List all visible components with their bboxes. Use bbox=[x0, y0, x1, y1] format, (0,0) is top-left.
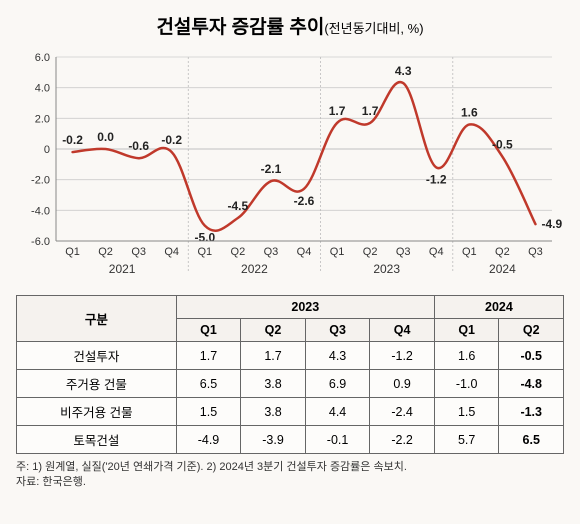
svg-text:Q4: Q4 bbox=[164, 246, 179, 258]
chart-title: 건설투자 증감률 추이(전년동기대비, %) bbox=[16, 12, 564, 39]
table-cell: -4.9 bbox=[176, 426, 241, 454]
table-header-quarter: Q2 bbox=[241, 319, 306, 342]
table-header-quarter: Q2 bbox=[499, 319, 564, 342]
svg-text:1.7: 1.7 bbox=[329, 104, 346, 118]
line-chart: -6.0 -4.0 -2.0 0 2.0 4.0 6.0 Q1 Q2 Q3 Q4 Q1 Q2 Q3 Q4 Q1… bbox=[16, 47, 564, 285]
table-header-category: 구분 bbox=[17, 296, 177, 342]
svg-text:-0.6: -0.6 bbox=[128, 139, 149, 153]
table-cell: 3.8 bbox=[241, 398, 306, 426]
svg-text:2022: 2022 bbox=[241, 262, 268, 276]
svg-text:Q2: Q2 bbox=[363, 246, 378, 258]
svg-text:4.0: 4.0 bbox=[35, 83, 50, 95]
chart-title-sub: (전년동기대비, %) bbox=[324, 21, 423, 36]
table-cell: 3.8 bbox=[241, 370, 306, 398]
table-cell: 4.3 bbox=[305, 342, 370, 370]
svg-text:2023: 2023 bbox=[373, 262, 400, 276]
svg-text:Q4: Q4 bbox=[297, 246, 312, 258]
chart-title-main: 건설투자 증감률 추이 bbox=[156, 17, 324, 38]
svg-text:Q2: Q2 bbox=[98, 246, 113, 258]
table-cell: -2.4 bbox=[370, 398, 435, 426]
svg-text:Q3: Q3 bbox=[396, 246, 411, 258]
svg-text:Q1: Q1 bbox=[462, 246, 477, 258]
table-cell: 1.6 bbox=[434, 342, 499, 370]
svg-text:Q3: Q3 bbox=[131, 246, 146, 258]
svg-text:2024: 2024 bbox=[489, 262, 516, 276]
table-cell: -1.2 bbox=[370, 342, 435, 370]
table-row: 토목건설-4.9-3.9-0.1-2.25.76.5 bbox=[17, 426, 564, 454]
table-header-quarter: Q4 bbox=[370, 319, 435, 342]
svg-text:0: 0 bbox=[44, 144, 50, 156]
table-row-label: 비주거용 건물 bbox=[17, 398, 177, 426]
svg-text:1.7: 1.7 bbox=[362, 104, 379, 118]
table-row: 비주거용 건물1.53.84.4-2.41.5-1.3 bbox=[17, 398, 564, 426]
table-cell: -1.0 bbox=[434, 370, 499, 398]
svg-text:-2.1: -2.1 bbox=[261, 162, 282, 176]
svg-text:Q3: Q3 bbox=[264, 246, 279, 258]
table-row: 건설투자1.71.74.3-1.21.6-0.5 bbox=[17, 342, 564, 370]
svg-text:-5.0: -5.0 bbox=[194, 231, 215, 245]
footnote-2: 자료: 한국은행. bbox=[16, 475, 564, 490]
svg-text:4.3: 4.3 bbox=[395, 64, 412, 78]
svg-text:Q2: Q2 bbox=[495, 246, 510, 258]
svg-text:Q1: Q1 bbox=[65, 246, 80, 258]
table-row-label: 건설투자 bbox=[17, 342, 177, 370]
table-cell: -2.2 bbox=[370, 426, 435, 454]
svg-text:Q4: Q4 bbox=[429, 246, 444, 258]
table-cell: 0.9 bbox=[370, 370, 435, 398]
svg-text:Q2: Q2 bbox=[231, 246, 246, 258]
table-cell: -0.5 bbox=[499, 342, 564, 370]
table-row-label: 토목건설 bbox=[17, 426, 177, 454]
table-cell: -4.8 bbox=[499, 370, 564, 398]
svg-text:1.6: 1.6 bbox=[461, 105, 478, 119]
table-cell: -3.9 bbox=[241, 426, 306, 454]
table-cell: 1.5 bbox=[434, 398, 499, 426]
svg-text:-6.0: -6.0 bbox=[31, 236, 50, 248]
table-header-year: 2024 bbox=[434, 296, 563, 319]
svg-text:6.0: 6.0 bbox=[35, 52, 50, 64]
table-cell: 1.7 bbox=[176, 342, 241, 370]
svg-text:2.0: 2.0 bbox=[35, 113, 50, 125]
table-header-quarter: Q3 bbox=[305, 319, 370, 342]
svg-text:-4.0: -4.0 bbox=[31, 205, 50, 217]
svg-text:-1.2: -1.2 bbox=[426, 172, 447, 186]
svg-text:Q1: Q1 bbox=[330, 246, 345, 258]
table-header-year: 2023 bbox=[176, 296, 434, 319]
footnotes: 주: 1) 원계열, 실질('20년 연쇄가격 기준). 2) 2024년 3분… bbox=[16, 460, 564, 491]
table-cell: -1.3 bbox=[499, 398, 564, 426]
svg-text:Q1: Q1 bbox=[197, 246, 212, 258]
svg-text:-2.0: -2.0 bbox=[31, 175, 50, 187]
data-table: 구분20232024Q1Q2Q3Q4Q1Q2건설투자1.71.74.3-1.21… bbox=[16, 295, 564, 454]
table-cell: 6.5 bbox=[176, 370, 241, 398]
table-header-quarter: Q1 bbox=[176, 319, 241, 342]
svg-text:-0.2: -0.2 bbox=[62, 133, 83, 147]
table-header-quarter: Q1 bbox=[434, 319, 499, 342]
table-cell: 6.9 bbox=[305, 370, 370, 398]
svg-text:-2.6: -2.6 bbox=[294, 194, 315, 208]
table-cell: 6.5 bbox=[499, 426, 564, 454]
svg-text:-4.9: -4.9 bbox=[541, 217, 562, 231]
svg-text:0.0: 0.0 bbox=[97, 130, 114, 144]
svg-text:2021: 2021 bbox=[109, 262, 136, 276]
table-cell: -0.1 bbox=[305, 426, 370, 454]
svg-text:Q3: Q3 bbox=[528, 246, 543, 258]
svg-text:-0.2: -0.2 bbox=[161, 133, 182, 147]
table-cell: 1.5 bbox=[176, 398, 241, 426]
footnote-1: 주: 1) 원계열, 실질('20년 연쇄가격 기준). 2) 2024년 3분… bbox=[16, 460, 564, 475]
svg-text:-0.5: -0.5 bbox=[492, 138, 513, 152]
table-cell: 1.7 bbox=[241, 342, 306, 370]
table-row-label: 주거용 건물 bbox=[17, 370, 177, 398]
table-cell: 5.7 bbox=[434, 426, 499, 454]
table-row: 주거용 건물6.53.86.90.9-1.0-4.8 bbox=[17, 370, 564, 398]
table-cell: 4.4 bbox=[305, 398, 370, 426]
svg-text:-4.5: -4.5 bbox=[228, 199, 249, 213]
